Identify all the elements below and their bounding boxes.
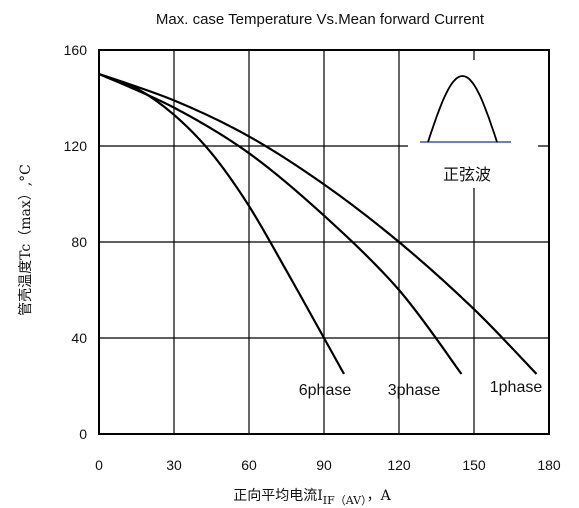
y-tick-label: 0 xyxy=(79,426,87,442)
inset-background xyxy=(408,60,538,188)
y-tick-label: 80 xyxy=(71,234,87,250)
series-label-1phase: 1phase xyxy=(490,379,543,396)
x-axis-label-subscript: IF（AV） xyxy=(323,494,367,507)
chart-title: Max. case Temperature Vs.Mean forward Cu… xyxy=(156,11,485,28)
waveform-label: 正弦波 xyxy=(443,165,491,184)
y-tick-label: 160 xyxy=(64,42,88,58)
x-tick-label: 30 xyxy=(166,457,182,473)
waveform-curve xyxy=(427,75,498,143)
y-tick-label: 120 xyxy=(64,138,88,154)
series-lines xyxy=(98,72,538,375)
x-tick-label: 60 xyxy=(241,457,257,473)
x-axis-label-unit: ，A xyxy=(367,488,392,504)
waveform-inset: 正弦波 xyxy=(408,60,538,188)
x-tick-label: 120 xyxy=(387,457,411,473)
x-tick-label: 0 xyxy=(95,457,103,473)
series-line-3phase xyxy=(98,72,463,375)
x-axis-label-main: 正向平均电流I xyxy=(233,488,323,504)
series-labels: 1phase 3phase 6phase xyxy=(299,379,543,399)
x-axis-label: 正向平均电流IIF（AV），A xyxy=(233,488,391,507)
x-tick-label: 180 xyxy=(537,457,561,473)
x-tick-label: 90 xyxy=(316,457,332,473)
tick-labels: 0 30 60 90 120 150 180 0 40 80 120 160 xyxy=(64,42,561,473)
y-tick-label: 40 xyxy=(71,330,87,346)
series-label-6phase: 6phase xyxy=(299,382,352,399)
series-line-6phase xyxy=(98,72,345,375)
y-axis-label: 管壳温度Tc（max）,°C xyxy=(17,164,34,316)
x-tick-label: 150 xyxy=(462,457,486,473)
series-line-1phase xyxy=(98,72,538,375)
series-label-3phase: 3phase xyxy=(388,382,441,399)
